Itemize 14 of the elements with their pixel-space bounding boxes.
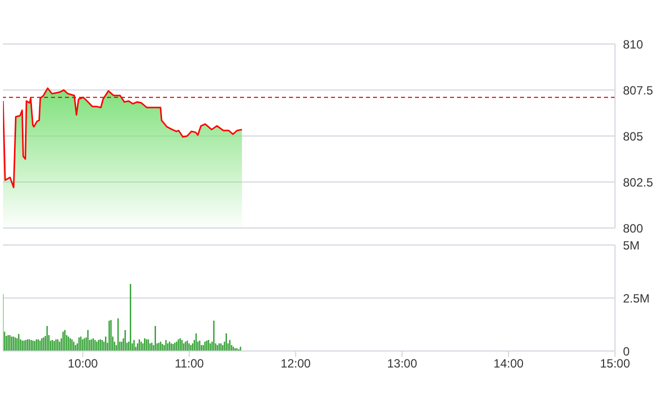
x-tick-label: 10:00 [68,356,98,371]
y-tick-label: 2.5M [623,291,650,306]
y-tick-label: 0 [623,344,630,358]
x-tick-label: 13:00 [387,356,418,371]
x-tick-label: 14:00 [494,356,524,371]
x-tick-label: 12:00 [280,356,312,371]
x-tick-label: 11:00 [174,356,204,371]
y-tick-label: 800 [623,221,644,236]
y-tick-label: 5M [623,238,640,252]
x-tick-label: 15:00 [600,356,630,371]
y-tick-label: 807.5 [623,83,654,98]
y-tick-label: 810 [623,37,644,52]
y-tick-label: 802.5 [623,175,654,190]
y-tick-label: 805 [623,129,644,144]
